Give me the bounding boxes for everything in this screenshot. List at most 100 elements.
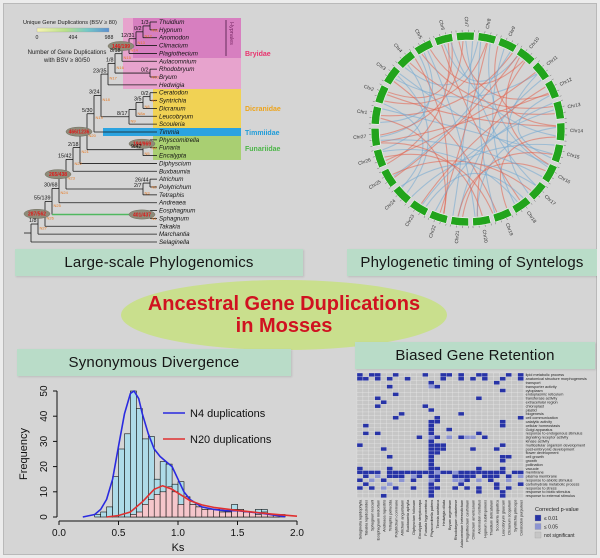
heatmap-cell — [458, 388, 465, 393]
heatmap-cell — [374, 392, 381, 397]
heatmap-cell — [416, 415, 423, 420]
synteny-link — [382, 148, 518, 203]
heatmap-cell — [505, 450, 512, 456]
heatmap-cell — [463, 431, 471, 436]
heatmap-cell — [487, 411, 494, 417]
heatmap-cell — [458, 396, 465, 401]
heatmap-cell — [410, 427, 417, 432]
heatmap-cell — [469, 493, 477, 498]
go-term-label: cell growth — [526, 455, 544, 459]
synteny-link — [380, 92, 549, 143]
heatmap-cell — [517, 392, 524, 397]
heatmap-cell — [368, 478, 375, 483]
main-title-ellipse: Ancestral Gene Duplications in Mosses — [121, 280, 447, 350]
heatmap-cell — [505, 404, 512, 409]
heatmap-cell — [481, 493, 489, 498]
heatmap-cell — [481, 431, 489, 436]
heatmap-cell — [410, 485, 417, 491]
heatmap-cell — [463, 454, 471, 459]
heatmap-cell — [416, 372, 423, 378]
heatmap-cell — [505, 435, 512, 440]
heatmap-cell — [434, 400, 441, 405]
hist-bar — [124, 433, 131, 518]
heatmap-cell — [481, 474, 489, 479]
heatmap-cell — [493, 388, 500, 393]
hist-bar — [195, 506, 203, 518]
chromosome-label: Chr18 — [525, 210, 538, 224]
heatmap-cell — [511, 415, 518, 420]
heatmap-cell — [469, 419, 477, 424]
heatmap-cell — [428, 443, 435, 448]
heatmap-cell — [499, 482, 506, 487]
heatmap-cell — [446, 466, 453, 471]
heatmap-cell — [368, 384, 375, 389]
heatmap-cell — [452, 474, 459, 479]
heatmap-cell — [380, 482, 387, 487]
tree-tip-label: Andreaea — [158, 200, 186, 207]
heatmap-cell — [392, 474, 399, 479]
heatmap-cell — [493, 384, 500, 389]
heatmap-cell — [368, 392, 375, 397]
heatmap-cell — [422, 396, 429, 401]
heatmap-cell — [458, 376, 465, 381]
heatmap-cell — [475, 485, 483, 491]
heatmap-cell — [380, 478, 387, 483]
heatmap-cell — [452, 400, 459, 405]
heatmap-cell — [386, 454, 393, 459]
heatmap-cell — [463, 415, 471, 420]
node-id-label: N25 — [54, 203, 62, 208]
chromosome-arc — [383, 65, 401, 86]
chromosome-label: Chr15 — [566, 152, 580, 161]
clade-label: Bryidae — [245, 51, 271, 58]
heatmap-cell — [487, 489, 494, 495]
heatmap-cell — [428, 439, 435, 444]
density-curve — [106, 485, 298, 518]
species-label: Bryum argenteum — [448, 500, 452, 530]
heatmap-cell — [410, 396, 417, 401]
synteny-link — [506, 74, 538, 194]
arc-tick — [404, 52, 407, 55]
arc-tick — [557, 89, 560, 92]
heatmap-cell — [481, 454, 489, 459]
heatmap-cell — [487, 478, 494, 483]
synteny-link — [384, 42, 488, 105]
heatmap-cell — [356, 407, 364, 413]
heatmap-cell — [452, 454, 459, 459]
heatmap-cell — [487, 485, 494, 491]
heatmap-cell — [463, 423, 471, 428]
synteny-link — [517, 95, 552, 159]
heatmap-cell — [392, 435, 399, 440]
heatmap-cell — [493, 419, 500, 424]
phylogenomics-title-bar: Large-scale Phylogenomics — [15, 249, 303, 276]
x-tick-label: 0.5 — [112, 528, 126, 539]
hypnales-label: Hypnales — [228, 22, 234, 45]
go-term-label: cellular homeostasis — [526, 424, 560, 428]
synteny-link — [380, 139, 543, 178]
heatmap-cell — [458, 462, 465, 467]
heatmap-cell — [380, 423, 387, 428]
heatmap-cell — [493, 443, 500, 448]
synteny-link — [411, 143, 555, 198]
heatmap-cell — [452, 462, 459, 467]
heatmap-cell — [434, 372, 441, 378]
heatmap-cell — [392, 372, 399, 378]
heatmap-cell — [392, 411, 399, 417]
heatmap-cell — [499, 435, 506, 440]
heatmap-cell — [410, 466, 417, 471]
heatmap-cell — [386, 400, 393, 405]
heatmap-cell — [416, 450, 423, 456]
heatmap-cell — [368, 454, 375, 459]
heatmap-cell — [469, 474, 477, 479]
heatmap-cell — [380, 454, 387, 459]
heatmap-cell — [386, 392, 393, 397]
arc-tick — [548, 182, 551, 185]
heatmap-cell — [410, 454, 417, 459]
synteny-link — [435, 102, 553, 212]
arc-tick — [372, 100, 375, 102]
heatmap-cell — [452, 458, 459, 463]
heatmap-cell — [386, 462, 393, 467]
chromosome-label: Chr19 — [504, 222, 515, 237]
heatmap-cell — [374, 396, 381, 401]
synteny-link — [458, 41, 550, 100]
heatmap-cell — [368, 415, 375, 420]
